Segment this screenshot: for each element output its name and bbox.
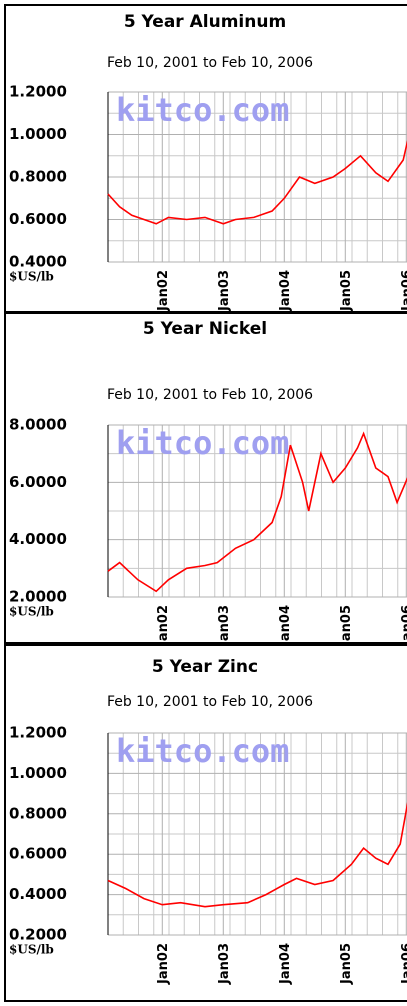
x-tick-label: Jan03	[217, 270, 232, 312]
x-tick-label: Jan06	[400, 605, 407, 647]
chart-subtitle: Feb 10, 2001 to Feb 10, 2006	[107, 387, 313, 403]
chart-title: 5 Year Zinc	[152, 657, 258, 677]
x-tick-label: Jan05	[339, 943, 354, 985]
chart-panel: 5 Year Aluminum Feb 10, 2001 to Feb 10, 2…	[4, 4, 407, 313]
y-tick-label: 0.4000	[9, 885, 67, 903]
chart-title: 5 Year Aluminum	[124, 12, 286, 32]
price-line	[107, 802, 407, 908]
y-tick-label: 8.0000	[9, 416, 67, 434]
x-tick-label: Jan04	[278, 943, 293, 985]
x-tick-label: Jan05	[339, 270, 354, 312]
y-tick-label: 1.0000	[9, 764, 67, 782]
x-tick-label: Jan02	[156, 270, 171, 312]
watermark: kitco.com	[116, 91, 289, 129]
panel-border	[4, 312, 407, 644]
y-axis-label: $US/lb	[9, 605, 54, 619]
chart-title: 5 Year Nickel	[143, 319, 267, 339]
x-tick-label: Jan02	[156, 605, 171, 647]
y-tick-label: 0.8000	[9, 168, 67, 186]
price-line	[107, 431, 407, 593]
x-tick-label: Jan02	[156, 943, 171, 985]
y-tick-label: 0.6000	[9, 210, 67, 228]
y-axis-label: $US/lb	[9, 943, 54, 957]
y-tick-label: 1.2000	[9, 724, 67, 742]
chart-subtitle: Feb 10, 2001 to Feb 10, 2006	[107, 55, 313, 71]
x-tick-label: Jan03	[217, 605, 232, 647]
y-tick-label: 2.0000	[9, 588, 67, 606]
panel-border	[4, 644, 407, 1002]
watermark: kitco.com	[116, 732, 289, 770]
y-axis-label: $US/lb	[9, 270, 54, 284]
x-tick-label: Jan06	[400, 270, 407, 312]
y-tick-label: 4.0000	[9, 530, 67, 548]
y-tick-label: 0.8000	[9, 804, 67, 822]
y-tick-label: 1.2000	[9, 83, 67, 101]
price-line	[107, 139, 407, 225]
y-tick-label: 1.0000	[9, 125, 67, 143]
x-tick-label: Jan04	[278, 605, 293, 647]
x-tick-label: Jan03	[217, 943, 232, 985]
y-tick-label: 6.0000	[9, 473, 67, 491]
y-tick-label: 0.2000	[9, 926, 67, 944]
y-tick-label: 0.6000	[9, 845, 67, 863]
chart-panel: 5 Year Nickel Feb 10, 2001 to Feb 10, 200…	[4, 312, 407, 647]
x-tick-label: Jan05	[339, 605, 354, 647]
chart-subtitle: Feb 10, 2001 to Feb 10, 2006	[107, 694, 313, 710]
x-tick-label: Jan04	[278, 270, 293, 312]
y-tick-label: 0.4000	[9, 253, 67, 271]
watermark: kitco.com	[116, 424, 289, 462]
x-tick-label: Jan06	[400, 943, 407, 985]
panel-border	[4, 4, 407, 313]
chart-panel: 5 Year Zinc Feb 10, 2001 to Feb 10, 2006 1…	[4, 644, 407, 1002]
